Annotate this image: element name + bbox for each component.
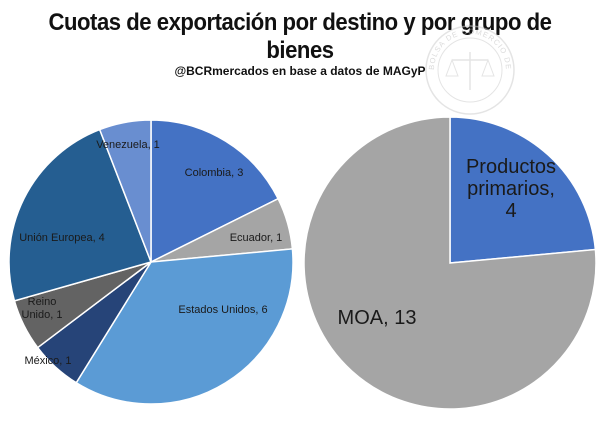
watermark-seal-icon: BOLSA DE COMERCIO DE ROSARIO (0, 0, 515, 115)
data-label-moa: MOA, 13 (338, 307, 417, 329)
pie-chart-destinations: Colombia, 3 Ecuador, 1 Estados Unidos, 6 Mé… (8, 119, 294, 405)
chart-subtitle: @BCRmercados en base a datos de MAGyP (174, 64, 426, 78)
pie-slice-productos-primarios (449, 116, 597, 264)
data-label-mexico: México, 1 (24, 355, 71, 367)
data-label-estados-unidos: Estados Unidos, 6 (178, 304, 267, 316)
data-label-reino-unido: Reino Unido, 1 (22, 296, 63, 321)
pie-slice-colombia (150, 119, 280, 264)
chart-title-line-2: bienes (266, 37, 334, 64)
data-label-productos-primarios: Productos primarios, 4 (466, 156, 556, 222)
chart-title-line-1: Cuotas de exportación por destino y por … (48, 9, 552, 36)
pie-slice-moa (303, 116, 597, 410)
data-label-colombia: Colombia, 3 (185, 167, 244, 179)
data-label-ecuador: Ecuador, 1 (230, 232, 283, 244)
pie-slice-venezuela (98, 119, 152, 263)
svg-text:BOLSA DE COMERCIO DE ROSARIO: BOLSA DE COMERCIO DE ROSARIO (0, 0, 513, 70)
watermark-text: BOLSA DE COMERCIO DE ROSARIO (0, 0, 512, 70)
pie-chart-goods-groups: Productos primarios, 4 MOA, 13 (303, 116, 597, 410)
data-label-union-europea: Unión Europea, 4 (19, 232, 105, 244)
data-label-venezuela: Venezuela, 1 (96, 139, 160, 151)
pie-slice-estados-unidos (75, 248, 294, 405)
